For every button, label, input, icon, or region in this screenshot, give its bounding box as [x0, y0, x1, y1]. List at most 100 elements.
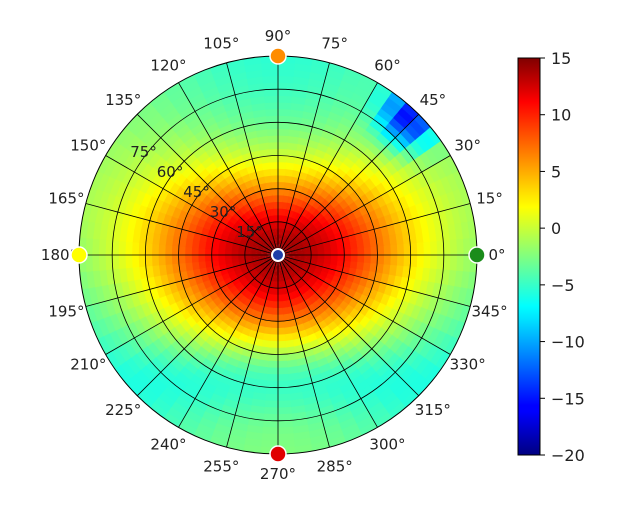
heat-cell — [401, 389, 422, 409]
heat-cell — [280, 281, 285, 290]
heat-cell — [369, 298, 382, 313]
heat-cell — [284, 228, 290, 237]
heat-cell — [270, 334, 279, 343]
heat-cell — [157, 334, 173, 351]
heat-cell — [174, 197, 187, 212]
colorbar-tick-label: −10 — [551, 333, 585, 352]
heat-cell — [404, 315, 419, 332]
heat-cell — [339, 72, 360, 87]
heat-cell — [108, 313, 123, 333]
heat-cell — [226, 357, 241, 369]
heat-cell — [277, 213, 282, 222]
heat-cell — [329, 197, 340, 209]
heat-cell — [315, 99, 333, 112]
heat-cell — [275, 240, 278, 249]
heat-cell — [198, 417, 219, 432]
heat-cell — [265, 320, 273, 330]
heat-cell — [214, 116, 231, 130]
heat-cell — [219, 93, 237, 106]
heat-cell — [404, 301, 417, 318]
angle-tick-label: 30° — [454, 137, 481, 155]
heat-cell — [386, 294, 399, 309]
heat-cell — [274, 268, 277, 277]
heat-cell — [200, 85, 220, 100]
boundary-marker — [468, 246, 486, 264]
heat-cell — [145, 300, 159, 316]
heat-cell — [141, 346, 158, 364]
heat-cell — [350, 247, 359, 255]
heat-cell — [157, 255, 166, 267]
heat-cell — [273, 294, 279, 303]
heat-cell — [444, 334, 461, 356]
heat-cell — [164, 203, 176, 218]
heat-cell — [267, 367, 280, 376]
heat-cell — [429, 239, 439, 255]
heat-cell — [177, 255, 186, 265]
heat-cell — [128, 118, 147, 138]
heat-cell — [456, 236, 466, 255]
heat-cell — [257, 246, 266, 251]
heat-cell — [311, 250, 320, 255]
heat-cell — [97, 255, 107, 273]
heat-cell — [150, 255, 160, 268]
heat-cell — [236, 247, 246, 253]
angle-tick-label: 180° — [41, 246, 77, 264]
heat-cell — [269, 167, 278, 176]
heat-cell — [238, 263, 247, 270]
heat-cell — [149, 402, 170, 421]
heat-cell — [382, 95, 403, 113]
heat-cell — [227, 385, 244, 398]
heat-cell — [424, 124, 443, 145]
heat-cell — [194, 72, 215, 88]
heat-cell — [349, 260, 359, 270]
heat-cell — [177, 421, 199, 438]
heat-cell — [403, 121, 422, 140]
heat-cell — [422, 307, 436, 326]
heat-cell — [258, 260, 267, 266]
heat-cell — [144, 327, 160, 345]
heat-cell — [256, 255, 265, 258]
colorbar-tick-label: 10 — [551, 106, 571, 125]
heat-cell — [271, 187, 278, 196]
heat-cell — [317, 258, 326, 264]
heat-cell — [126, 322, 141, 341]
heat-cell — [102, 333, 119, 354]
heat-cell — [272, 227, 277, 236]
heat-cell — [261, 339, 272, 349]
heat-cell — [277, 207, 283, 216]
heat-cell — [156, 101, 176, 120]
heat-cell — [226, 112, 242, 125]
heat-cell — [216, 87, 236, 100]
heat-cell — [330, 254, 340, 261]
heat-cell — [256, 251, 265, 254]
heat-cell — [341, 422, 362, 438]
heat-cell — [413, 133, 432, 153]
heat-cell — [350, 403, 370, 419]
heat-cell — [393, 150, 410, 168]
heat-cell — [226, 440, 247, 453]
heat-cell — [281, 267, 286, 276]
heat-cell — [263, 255, 272, 258]
heat-cell — [266, 258, 273, 265]
heat-cell — [191, 398, 210, 414]
heat-cell — [87, 287, 100, 308]
heat-cell — [220, 193, 232, 204]
heat-cell — [193, 429, 215, 444]
heat-cell — [212, 74, 232, 88]
heat-cell — [335, 84, 355, 99]
heat-cell — [278, 301, 284, 310]
heat-cell — [295, 263, 304, 269]
heat-cell — [398, 312, 413, 329]
heat-cell — [153, 141, 171, 159]
heat-cell — [197, 261, 207, 270]
heat-cell — [415, 291, 428, 308]
heat-cell — [276, 101, 292, 110]
heat-cell — [251, 260, 260, 265]
heat-cell — [304, 254, 313, 259]
heat-cell — [266, 373, 280, 383]
heat-cell — [223, 245, 233, 252]
heat-cell — [261, 433, 280, 443]
heat-cell — [209, 67, 230, 82]
heat-cell — [89, 320, 105, 342]
heat-cell — [279, 274, 284, 283]
